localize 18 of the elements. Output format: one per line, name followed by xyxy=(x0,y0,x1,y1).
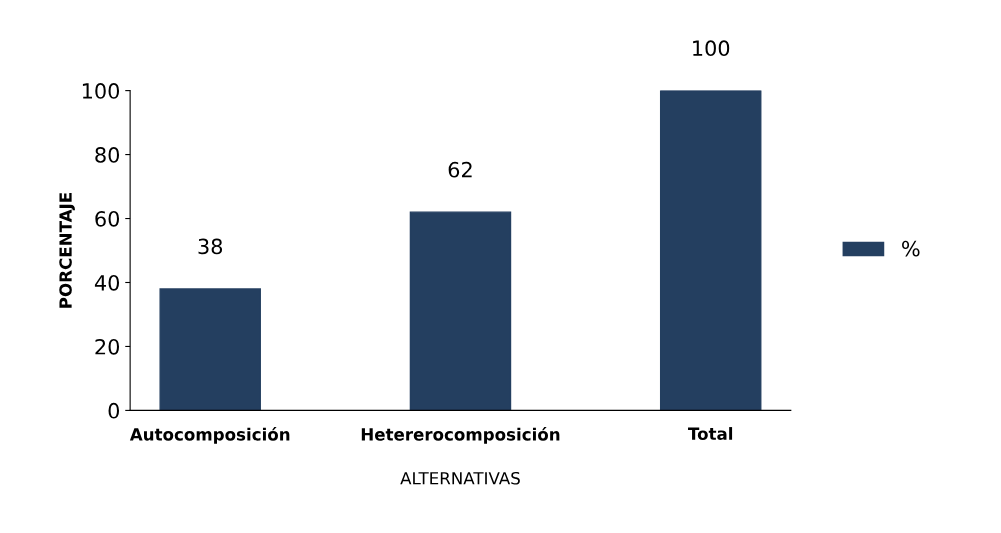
y-axis-title: PORCENTAJE xyxy=(59,193,75,308)
data-label: 38 xyxy=(198,238,223,255)
bar xyxy=(409,211,512,411)
y-tick-label: 80 xyxy=(95,147,120,163)
legend-label: % xyxy=(902,240,920,257)
y-tick-label: 40 xyxy=(94,274,120,291)
x-axis-title: ALTERNATIVAS xyxy=(400,471,520,485)
y-tick-label: 60 xyxy=(95,210,120,227)
y-tick-label: 0 xyxy=(108,402,120,419)
x-tick-label: Autocomposición xyxy=(129,427,290,444)
bar xyxy=(659,90,762,411)
data-label: 100 xyxy=(693,40,730,57)
bar xyxy=(159,288,261,411)
x-tick-label: Hetererocomposición xyxy=(361,427,560,444)
y-tick-label: 20 xyxy=(95,338,120,355)
data-label: 62 xyxy=(448,161,472,178)
y-tick-label: 100 xyxy=(82,83,120,99)
x-tick-label: Total xyxy=(688,427,733,440)
